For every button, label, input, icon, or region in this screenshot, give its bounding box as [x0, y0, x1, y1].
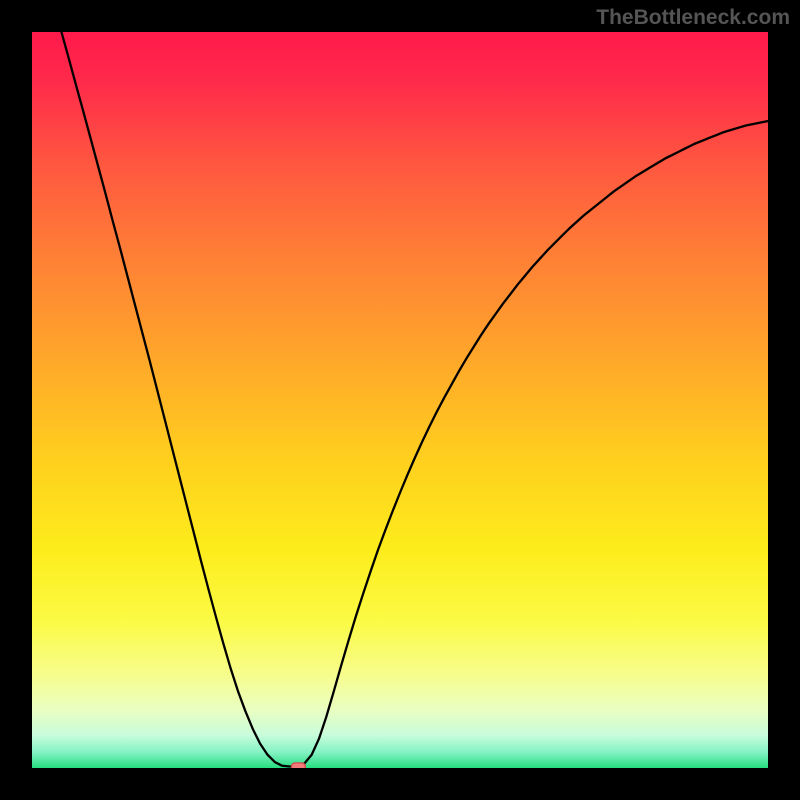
- watermark-text: TheBottleneck.com: [596, 6, 790, 30]
- current-value-marker: [291, 763, 305, 768]
- chart-background: [32, 32, 768, 768]
- chart-svg: [32, 32, 768, 768]
- chart-plot-area: [32, 32, 768, 768]
